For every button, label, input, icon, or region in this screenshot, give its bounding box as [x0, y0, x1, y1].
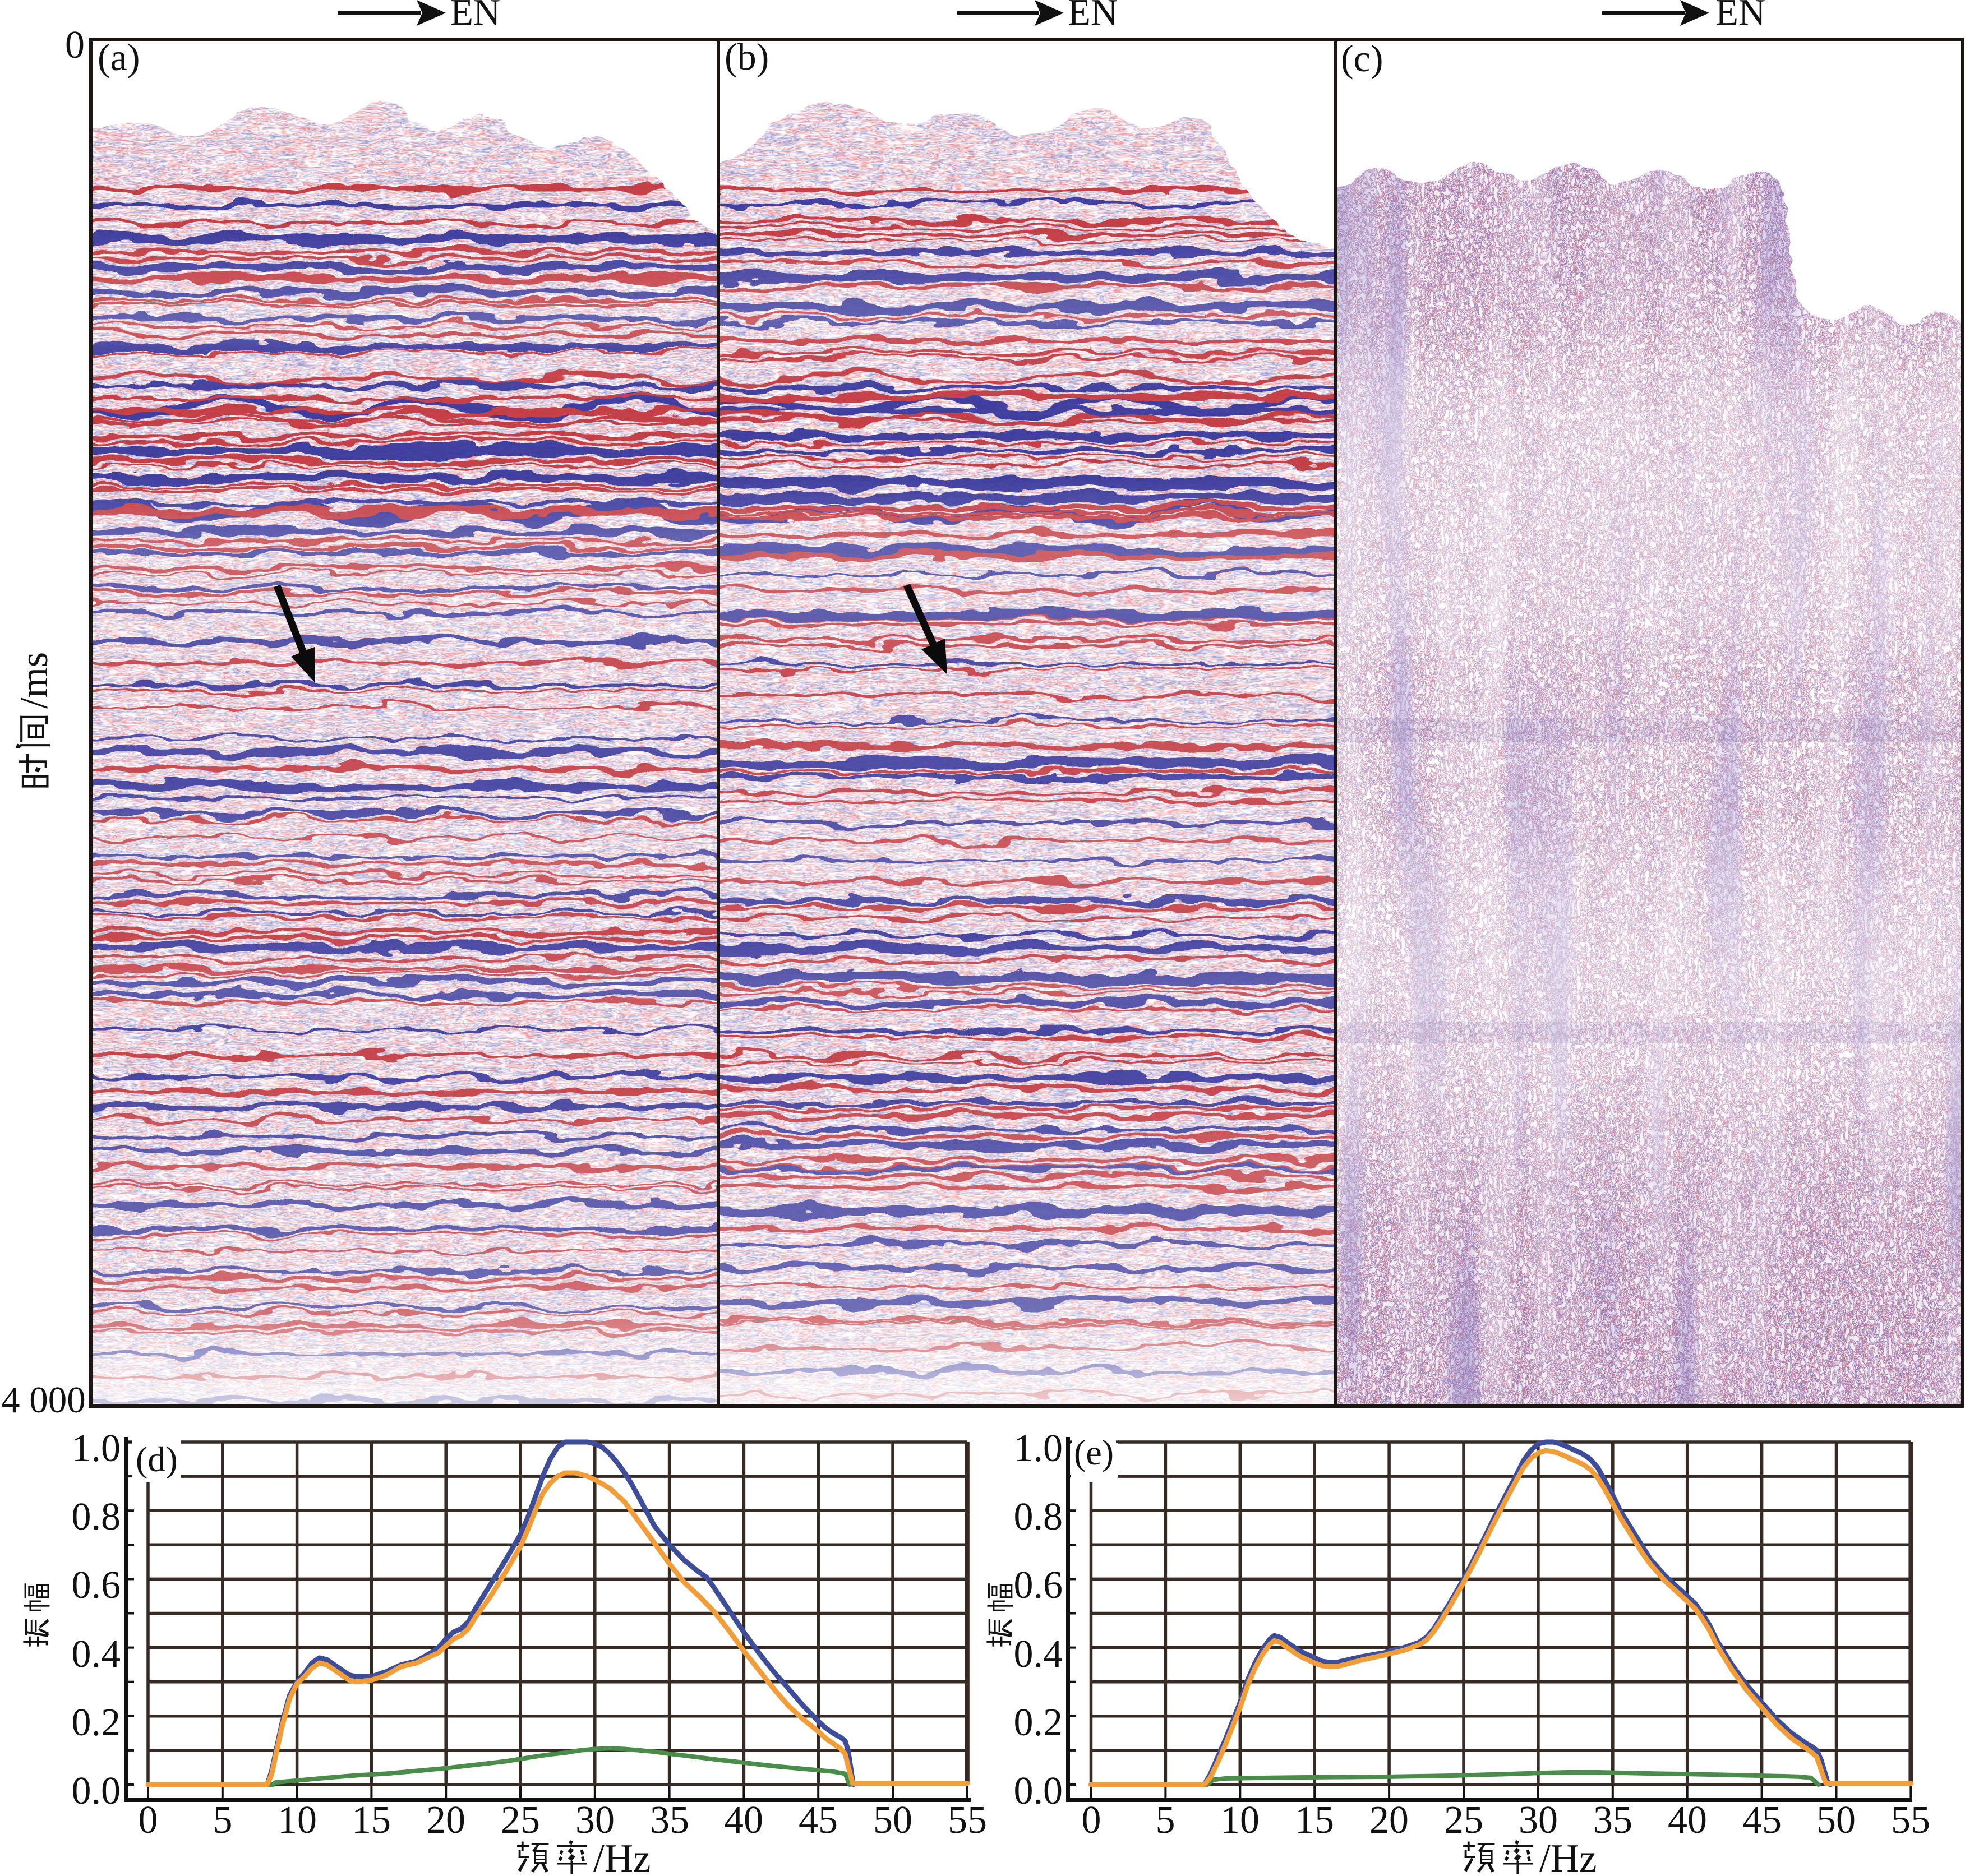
- svg-text:/Hz: /Hz: [1539, 1837, 1597, 1876]
- svg-text:/Hz: /Hz: [593, 1837, 651, 1876]
- svg-text:/ms: /ms: [13, 652, 56, 709]
